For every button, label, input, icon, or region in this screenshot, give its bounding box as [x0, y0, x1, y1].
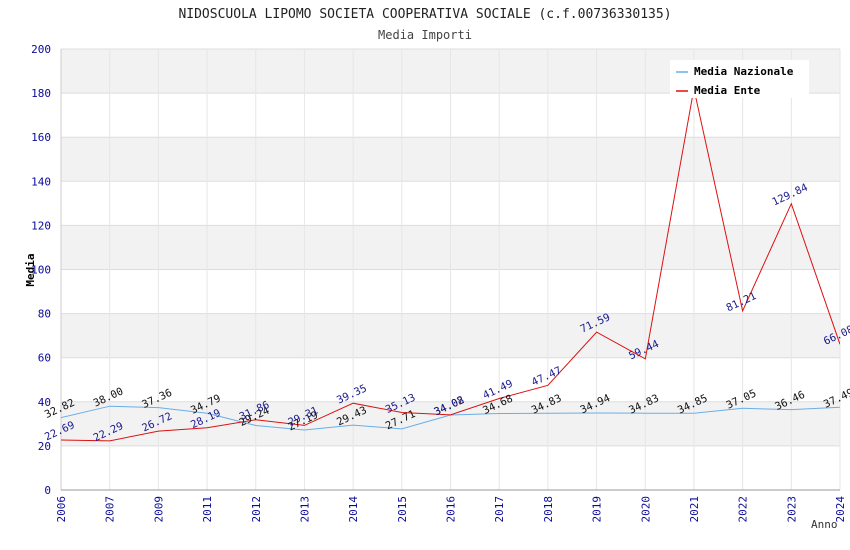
x-axis-label: Anno: [811, 518, 838, 531]
x-tick-label-2019: 2019: [591, 496, 604, 523]
legend-box: [670, 60, 809, 98]
x-tick-label-2006: 2006: [55, 496, 68, 523]
series-lines: [61, 88, 840, 442]
x-tick-labels: 2006 2007 2009 2011 2012 2013 2014 2015 2016 2017…: [55, 496, 847, 523]
x-tick-label-2011: 2011: [201, 496, 214, 523]
y-tick-label-100: 100: [31, 264, 51, 277]
x-tick-label-2013: 2013: [298, 496, 311, 523]
legend-label-media-nazionale: Media Nazionale: [694, 65, 794, 78]
x-tick-label-2016: 2016: [445, 496, 458, 523]
legend: Media Nazionale Media Ente: [670, 60, 809, 98]
x-tick-label-2014: 2014: [347, 496, 360, 523]
y-tick-label-160: 160: [31, 131, 51, 144]
y-tick-label-180: 180: [31, 87, 51, 100]
y-tick-label-40: 40: [38, 396, 51, 409]
x-tick-label-2007: 2007: [104, 496, 117, 523]
y-tick-label-60: 60: [38, 352, 51, 365]
y-tick-label-20: 20: [38, 440, 51, 453]
x-tick-label-2009: 2009: [152, 496, 165, 523]
y-tick-label-80: 80: [38, 308, 51, 321]
x-tick-label-2021: 2021: [688, 496, 701, 523]
legend-label-media-ente: Media Ente: [694, 84, 761, 97]
chart-title: NIDOSCUOLA LIPOMO SOCIETA COOPERATIVA SO…: [178, 7, 671, 22]
x-tick-label-2015: 2015: [396, 496, 409, 523]
chart-subtitle: Media Importi: [378, 28, 472, 42]
y-tick-label-140: 140: [31, 175, 51, 188]
x-tick-label-2017: 2017: [493, 496, 506, 523]
x-tick-label-2020: 2020: [639, 496, 652, 523]
y-tick-label-120: 120: [31, 219, 51, 232]
y-tick-label-200: 200: [31, 43, 51, 56]
y-axis-label: Media: [24, 253, 37, 286]
y-tick-labels: 0 20 40 60 80 100 120 140 160 180 200: [31, 43, 51, 497]
x-tick-label-2012: 2012: [250, 496, 263, 523]
series-line-media-ente: [61, 88, 840, 442]
x-tick-label-2023: 2023: [785, 496, 798, 523]
y-tick-label-0: 0: [44, 484, 51, 497]
x-tick-label-2018: 2018: [542, 496, 555, 523]
x-tick-label-2022: 2022: [737, 496, 750, 523]
x-tick-label-2024: 2024: [834, 496, 847, 523]
